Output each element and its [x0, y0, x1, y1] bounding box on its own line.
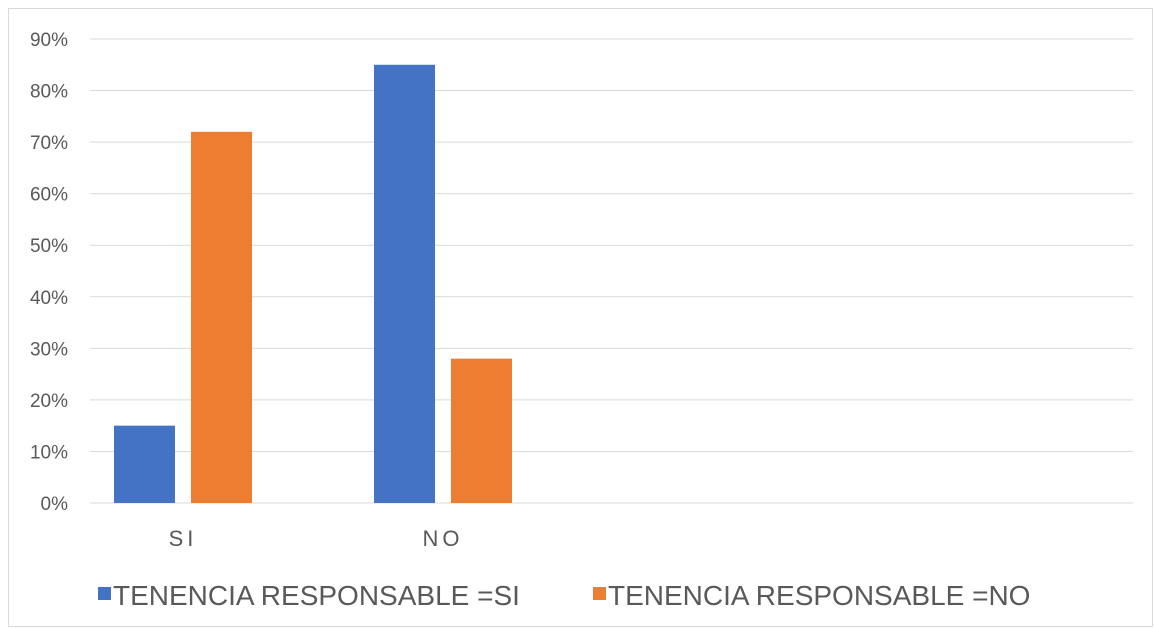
- bar-si-series-2: [191, 131, 252, 504]
- legend-label: TENENCIA RESPONSABLE =SI: [113, 580, 520, 611]
- bar-si-series-1: [114, 425, 175, 503]
- legend-swatch: [98, 587, 111, 600]
- y-tick-label: 50%: [30, 236, 68, 257]
- x-category-label: SI: [169, 526, 198, 551]
- legend-swatch: [593, 587, 606, 600]
- bar-no-series-2: [451, 358, 512, 503]
- y-tick-label: 80%: [30, 82, 68, 103]
- legend-label: TENENCIA RESPONSABLE =NO: [608, 580, 1030, 611]
- y-tick-label: 70%: [30, 133, 68, 154]
- bars: [114, 64, 512, 504]
- y-tick-label: 0%: [41, 494, 69, 515]
- y-tick-label: 20%: [30, 391, 68, 412]
- legend: TENENCIA RESPONSABLE =SI TENENCIA RESPONS…: [98, 580, 1030, 611]
- gridlines: [90, 38, 1133, 504]
- y-tick-label: 60%: [30, 185, 68, 206]
- y-tick-label: 10%: [30, 442, 68, 463]
- y-tick-label: 40%: [30, 288, 68, 309]
- x-axis-categories: SI NO: [169, 526, 464, 551]
- y-tick-label: 30%: [30, 339, 68, 360]
- bar-no-series-1: [374, 64, 435, 504]
- x-category-label: NO: [423, 526, 464, 551]
- y-tick-label: 90%: [30, 30, 68, 51]
- y-axis-ticks: 0% 10% 20% 30% 40% 50% 60% 70% 80% 90%: [30, 30, 68, 515]
